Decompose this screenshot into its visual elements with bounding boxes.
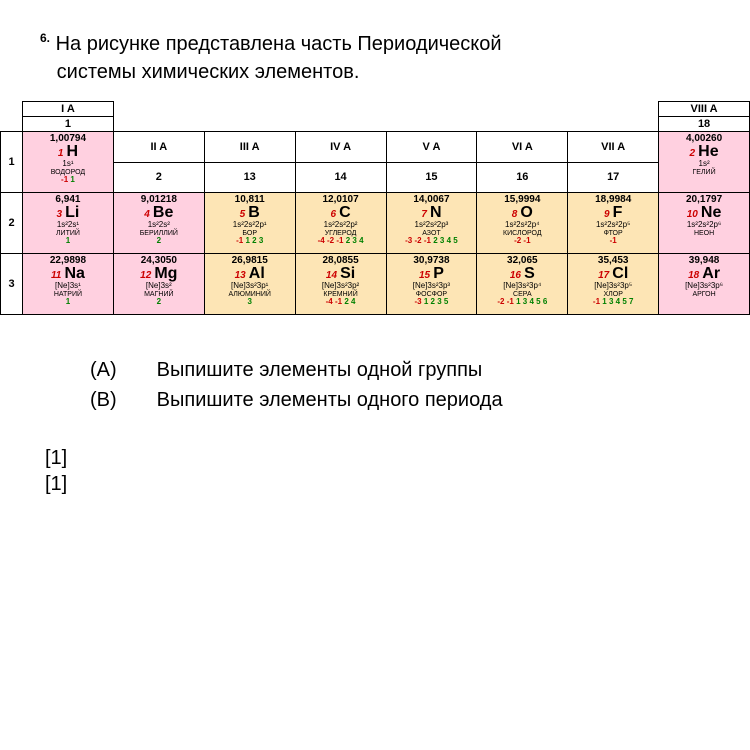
element-Mg: 24,305012 Mg[Ne]3s²МАГНИЙ2: [113, 254, 204, 315]
element-Cl: 35,45317 Cl[Ne]3s²3p⁵ХЛОР-1 1 3 4 5 7: [568, 254, 659, 315]
group-IIA-num: 2: [113, 162, 204, 193]
group-VIIA-roman: VII A: [568, 132, 659, 163]
task-a-label: (A): [90, 355, 117, 385]
tasks: (A) Выпишите элементы одной группы (B) В…: [90, 355, 710, 415]
group-VA-num: 15: [386, 162, 477, 193]
element-H: 1,007941 H1s¹ВОДОРОД-1 1: [23, 132, 114, 193]
element-Be: 9,012184 Be1s²2s²БЕРИЛЛИЙ2: [113, 193, 204, 254]
element-Li: 6,9413 Li1s²2s¹ЛИТИЙ1: [23, 193, 114, 254]
task-b-text: Выпишите элементы одного периода: [157, 385, 503, 415]
element-S: 32,06516 S[Ne]3s²3p⁴СЕРА-2 -1 1 3 4 5 6: [477, 254, 568, 315]
group-IIIA-num: 13: [204, 162, 295, 193]
question-number: 6.: [40, 31, 50, 45]
period-2-label: 2: [1, 193, 23, 254]
group-VIA-roman: VI A: [477, 132, 568, 163]
group-IA-num: 1: [23, 117, 114, 132]
group-VIIIA-roman: VIII A: [659, 102, 750, 117]
mark-1: [1]: [45, 445, 710, 471]
group-VIIA-num: 17: [568, 162, 659, 193]
group-IVA-num: 14: [295, 162, 386, 193]
group-IIA-roman: II A: [113, 132, 204, 163]
group-IVA-roman: IV A: [295, 132, 386, 163]
element-Ne: 20,179710 Ne1s²2s²2p⁶НЕОН: [659, 193, 750, 254]
question-text: 6. На рисунке представлена часть Периоди…: [40, 30, 710, 86]
element-P: 30,973815 P[Ne]3s²3p³ФОСФОР-3 1 2 3 5: [386, 254, 477, 315]
element-Ar: 39,94818 Ar[Ne]3s²3p⁶АРГОН: [659, 254, 750, 315]
element-Na: 22,989811 Na[Ne]3s¹НАТРИЙ1: [23, 254, 114, 315]
element-Si: 28,085514 Si[Ne]3s²3p²КРЕМНИЙ-4 -1 2 4: [295, 254, 386, 315]
element-He: 4,002602 He1s²ГЕЛИЙ: [659, 132, 750, 193]
mark-2: [1]: [45, 471, 710, 497]
period-3-label: 3: [1, 254, 23, 315]
periodic-table-wrap: I A VIII A 1 18 1 1,007941 H1s¹ВОДОРОД-1…: [0, 101, 750, 315]
question-line-2: системы химических элементов.: [57, 61, 360, 83]
element-O: 15,99948 O1s²2s²2p⁴КИСЛОРОД-2 -1: [477, 193, 568, 254]
element-N: 14,00677 N1s²2s²2p³АЗОТ-3 -2 -1 2 3 4 5: [386, 193, 477, 254]
task-b-label: (B): [90, 385, 117, 415]
periodic-table: I A VIII A 1 18 1 1,007941 H1s¹ВОДОРОД-1…: [0, 101, 750, 315]
element-F: 18,99849 F1s²2s²2p⁵ФТОР-1: [568, 193, 659, 254]
group-VIA-num: 16: [477, 162, 568, 193]
element-Al: 26,981513 Al[Ne]3s²3p¹АЛЮМИНИЙ3: [204, 254, 295, 315]
task-a-text: Выпишите элементы одной группы: [157, 355, 483, 385]
element-C: 12,01076 C1s²2s²2p²УГЛЕРОД-4 -2 -1 2 3 4: [295, 193, 386, 254]
group-VA-roman: V A: [386, 132, 477, 163]
question-line-1: На рисунке представлена часть Периодичес…: [56, 33, 502, 55]
group-IA-roman: I A: [23, 102, 114, 117]
period-1-label: 1: [1, 132, 23, 193]
group-VIIIA-num: 18: [659, 117, 750, 132]
element-B: 10,8115 B1s²2s²2p¹БОР-1 1 2 3: [204, 193, 295, 254]
marks: [1] [1]: [45, 445, 710, 497]
group-IIIA-roman: III A: [204, 132, 295, 163]
